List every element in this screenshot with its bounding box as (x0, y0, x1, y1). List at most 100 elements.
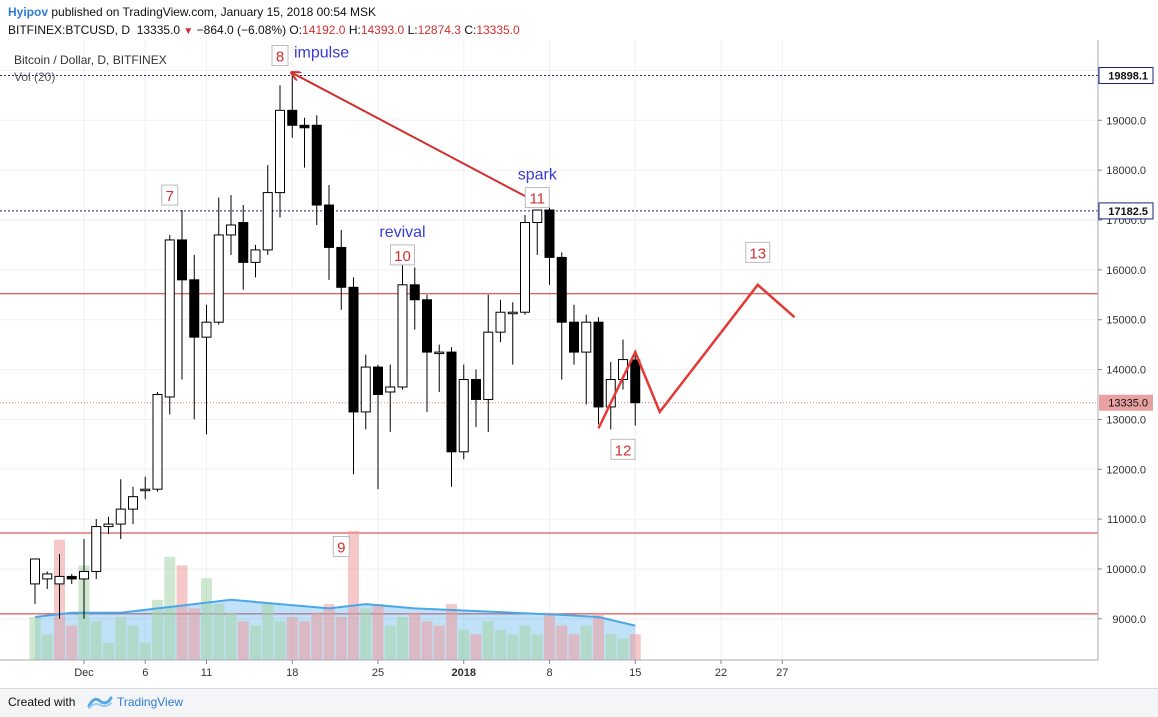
wave-label-number: 13 (749, 245, 766, 262)
projection-path[interactable] (597, 282, 796, 429)
volume-bar (66, 625, 78, 660)
tradingview-logo-icon[interactable] (87, 693, 113, 711)
candle-body (177, 239, 187, 281)
candle-body (483, 331, 494, 400)
volume-bar (458, 629, 470, 660)
volume-bar (372, 604, 384, 660)
wave-label-number: 7 (166, 188, 174, 205)
volume-bars (29, 531, 641, 660)
volume-bar (495, 629, 506, 660)
candle-body (250, 249, 261, 263)
candle-body (164, 239, 175, 398)
wave-label-word: spark (518, 167, 558, 184)
price-label: 13335.0 (1108, 398, 1148, 410)
candle-body (385, 386, 396, 393)
candle-body (422, 299, 432, 353)
candle-body (115, 508, 126, 525)
down-arrow-icon: ▼ (183, 26, 194, 37)
x-tick-label: 27 (776, 667, 788, 679)
volume-bar (360, 608, 372, 660)
x-tick-label: 18 (286, 667, 298, 679)
candle-body (532, 209, 543, 223)
candle-body (324, 204, 334, 248)
candle-body (66, 575, 77, 580)
wave-label-box[interactable] (161, 184, 179, 206)
volume-bar (41, 634, 53, 660)
volume-bar (127, 625, 139, 660)
y-tick-label: 11000.0 (1107, 514, 1146, 526)
chart-header: Hyipov published on TradingView.com, Jan… (0, 0, 1158, 40)
wave-label-box[interactable] (390, 244, 415, 266)
wave-label-box[interactable] (745, 241, 771, 263)
candle-body (507, 311, 518, 315)
volume-bar (446, 604, 457, 660)
volume-bar (213, 604, 225, 660)
volume-bar (323, 604, 335, 660)
volume-legend: Vol (20) (14, 70, 55, 84)
x-tick-label: Dec (74, 667, 94, 679)
candle-body (226, 224, 236, 236)
candle-body (373, 366, 383, 395)
candle-body (299, 124, 310, 129)
y-tick-label: 16000.0 (1106, 265, 1146, 277)
y-tick-label: 10000.0 (1106, 564, 1146, 576)
price-label: 19898.1 (1108, 71, 1148, 83)
drawings[interactable]: 8 impulse 7 10 revival 11 spark 12 13 9 (161, 44, 796, 558)
volume-bar (531, 634, 543, 660)
volume-bar (237, 621, 249, 660)
x-tick-label: 15 (629, 667, 641, 679)
close-value: 13335.0 (476, 23, 520, 37)
wave-label-box[interactable] (524, 187, 550, 209)
y-tick-label: 19000.0 (1106, 115, 1146, 127)
volume-bar (90, 621, 102, 660)
wave-label-number: 12 (615, 442, 632, 459)
volume-bar (544, 612, 555, 660)
volume-bar (311, 612, 323, 660)
candle-body (434, 351, 445, 355)
price-label-box (1099, 394, 1153, 411)
candle-body (238, 221, 249, 263)
volume-bar (384, 625, 396, 660)
price-chart[interactable]: 8 impulse 7 10 revival 11 spark 12 13 9 9000.0 100… (0, 40, 1158, 688)
high-label: H: (348, 23, 361, 37)
volume-bar (348, 531, 359, 660)
candle-body (556, 256, 567, 323)
price-change: −864.0 (−6.08%) (196, 23, 287, 37)
wave-label-word: impulse (294, 44, 349, 61)
volume-bar (299, 621, 310, 660)
wave-label-number: 10 (394, 248, 411, 265)
symbol-line: BITFINEX:BTCUSD, D 13335.0 ▼ −864.0 (−6.… (8, 23, 520, 37)
candle-body (152, 393, 163, 490)
volume-bar (188, 608, 200, 660)
candle-body (103, 523, 114, 528)
wave-label-box[interactable] (271, 44, 289, 66)
volume-bar (568, 634, 580, 660)
candle-body (446, 351, 457, 453)
candle-body (336, 246, 347, 288)
last-price: 13335.0 (136, 23, 181, 37)
author-link[interactable]: Hyipov (8, 5, 49, 19)
candle-body (520, 221, 530, 313)
y-tick-label: 9000.0 (1112, 614, 1146, 626)
candle-body (409, 284, 420, 301)
x-tick-label: 8 (546, 667, 552, 679)
wave-label-box[interactable] (332, 536, 350, 558)
volume-bar (286, 617, 298, 660)
candle-body (495, 311, 506, 333)
candle-body (581, 321, 592, 353)
candle-body (471, 379, 481, 400)
low-label: L: (407, 23, 418, 37)
impulse-arrow-line[interactable] (292, 73, 538, 204)
volume-bar (593, 612, 604, 660)
candle-body (79, 570, 89, 580)
tradingview-link[interactable]: TradingView (117, 695, 184, 709)
candle-body (348, 286, 359, 413)
open-label: O: (289, 23, 303, 37)
y-tick-label: 14000.0 (1106, 365, 1146, 377)
wave-label-box[interactable] (610, 438, 636, 460)
price-label: 17182.5 (1108, 206, 1148, 218)
y-tick-label: 15000.0 (1106, 315, 1146, 327)
candle-body (262, 192, 273, 251)
y-tick-label: 18000.0 (1106, 165, 1146, 177)
grid (0, 40, 1098, 660)
